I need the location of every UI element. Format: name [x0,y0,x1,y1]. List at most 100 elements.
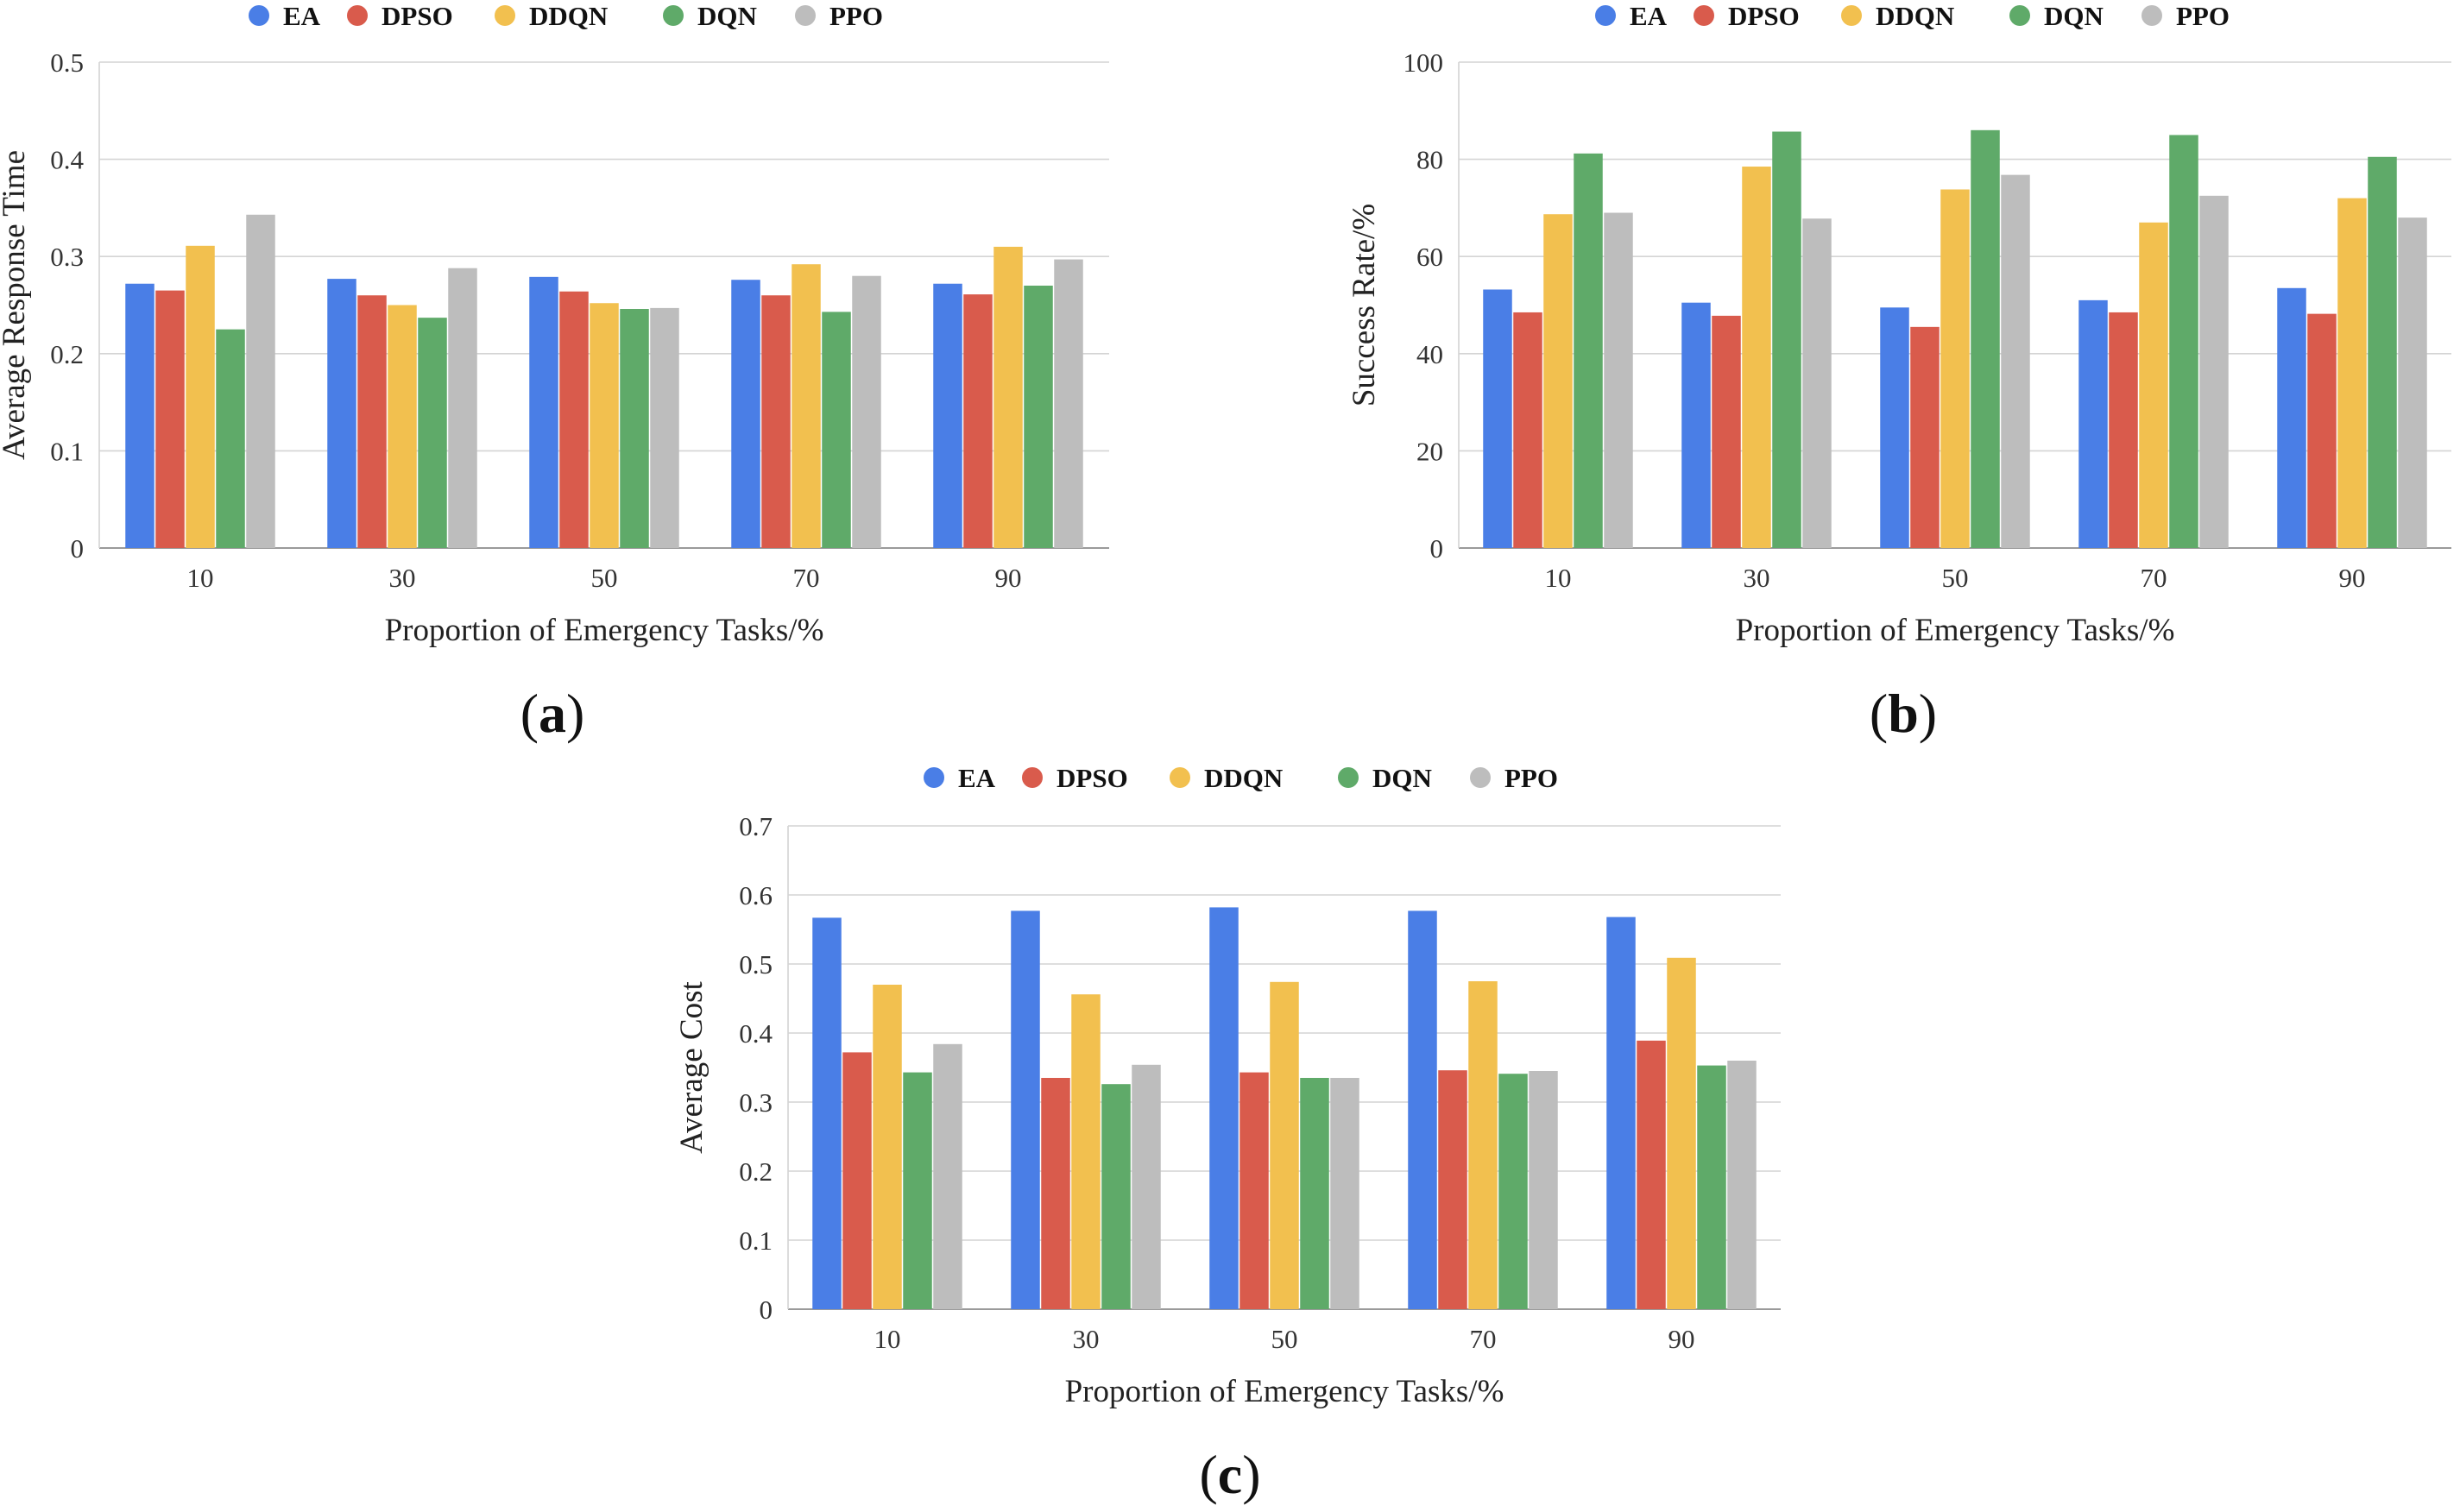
legend-label-ddqn: DDQN [1876,1,1954,31]
y-tick-label: 0.2 [739,1156,773,1187]
legend-label-ea: EA [283,1,321,31]
bar-dqn-10 [216,329,245,548]
bar-ea-30 [1681,302,1711,548]
y-tick-label: 0.3 [739,1087,773,1118]
bar-dpso-70 [2109,312,2138,548]
x-tick-label: 70 [1470,1324,1497,1354]
x-tick-label: 90 [995,563,1022,593]
legend-marker-dqn [663,5,684,26]
y-tick-label: 0.4 [739,1018,773,1049]
bar-ea-10 [125,283,155,548]
bar-dpso-70 [761,295,791,548]
bar-dqn-50 [1300,1078,1329,1309]
x-tick-label: 50 [1271,1324,1298,1354]
bar-dqn-90 [1697,1065,1726,1309]
y-tick-label: 0.5 [50,47,84,78]
y-tick-label: 0 [1430,533,1444,564]
y-tick-label: 100 [1403,47,1444,78]
bar-dqn-10 [903,1072,932,1309]
legend-marker-ea [249,5,269,26]
bar-dpso-50 [1239,1072,1269,1309]
bar-dqn-50 [620,309,649,548]
bar-dpso-50 [559,291,589,548]
bar-dqn-30 [418,318,447,548]
panel-label-c: (c) [1199,1444,1260,1505]
legend-label-ea: EA [958,763,996,793]
bar-ppo-50 [650,307,679,548]
x-axis-title: Proportion of Emergency Tasks/% [1736,613,2175,648]
y-tick-label: 0 [760,1295,773,1325]
x-tick-label: 30 [389,563,416,593]
x-tick-label: 50 [1942,563,1969,593]
chart-b: 0 20 40 60 80 100 10 30 50 70 90 Proportion of Emer… [1347,1,2451,648]
bar-ppo-30 [1132,1064,1161,1309]
bar-ea-70 [1408,910,1437,1309]
y-tick-label: 0.7 [739,811,773,841]
bar-ppo-50 [2001,174,2030,548]
legend-label-ddqn: DDQN [529,1,608,31]
bar-ddqn-10 [873,985,902,1309]
bar-ppo-10 [933,1043,962,1309]
x-tick-label: 50 [591,563,618,593]
bar-ppo-70 [852,275,881,548]
bar-ea-10 [812,917,842,1309]
legend-label-ppo: PPO [1504,763,1558,793]
bar-ppo-30 [1802,218,1832,548]
legend-marker-ddqn [495,5,515,26]
bar-ddqn-90 [2337,198,2367,548]
bar-ea-90 [2277,287,2306,548]
legend-label-dpso: DPSO [1057,763,1128,793]
bar-ddqn-70 [2139,222,2168,548]
panel-label-b: (b) [1870,683,1937,744]
bar-ppo-90 [2398,217,2427,548]
legend-marker-dpso [1694,5,1714,26]
y-axis-title: Success Rate/% [1347,204,1382,406]
x-axis-title: Proportion of Emergency Tasks/% [385,613,824,648]
bar-ppo-30 [448,268,477,548]
legend-label-ppo: PPO [829,1,883,31]
bar-ppo-10 [1604,212,1633,548]
bar-dpso-90 [1637,1040,1666,1309]
bar-dqn-90 [2368,156,2397,548]
bar-ddqn-10 [1543,214,1573,548]
y-tick-label: 0.1 [739,1225,773,1256]
legend-marker-dpso [1022,767,1043,788]
bar-ppo-50 [1330,1078,1359,1309]
bar-ddqn-70 [1468,981,1498,1309]
bar-ea-30 [1011,910,1040,1309]
bar-ea-70 [731,280,760,548]
bar-dpso-70 [1438,1070,1467,1309]
y-tick-label: 40 [1416,339,1443,369]
x-axis-title: Proportion of Emergency Tasks/% [1065,1374,1504,1409]
bar-ddqn-50 [1940,189,1970,549]
bar-ppo-70 [2199,195,2229,548]
legend-label-ppo: PPO [2176,1,2230,31]
x-tick-label: 90 [1668,1324,1695,1354]
bar-dqn-70 [2169,135,2198,548]
x-tick-label: 10 [1545,563,1572,593]
y-tick-label: 0.3 [50,242,84,272]
bar-ea-50 [1209,907,1239,1309]
y-tick-label: 80 [1416,145,1443,175]
bar-ddqn-50 [1270,981,1299,1309]
bar-dpso-10 [842,1052,872,1309]
x-tick-label: 30 [1073,1324,1100,1354]
legend-label-dqn: DQN [697,1,757,31]
bar-ppo-70 [1529,1071,1558,1309]
legend-label-dqn: DQN [1372,763,1432,793]
y-tick-label: 60 [1416,242,1443,272]
y-tick-label: 0.5 [739,949,773,980]
legend-marker-ea [1595,5,1616,26]
bar-ddqn-50 [590,303,619,548]
x-tick-label: 90 [2339,563,2366,593]
legend-marker-ppo [2141,5,2162,26]
bar-ddqn-30 [1071,994,1101,1309]
legend-marker-dpso [347,5,368,26]
x-tick-label: 10 [187,563,214,593]
y-tick-label: 0.4 [50,145,84,175]
bar-dqn-10 [1574,153,1603,548]
bar-ddqn-90 [1667,957,1696,1309]
bar-ea-90 [1606,917,1636,1309]
bar-ea-70 [2078,299,2108,548]
